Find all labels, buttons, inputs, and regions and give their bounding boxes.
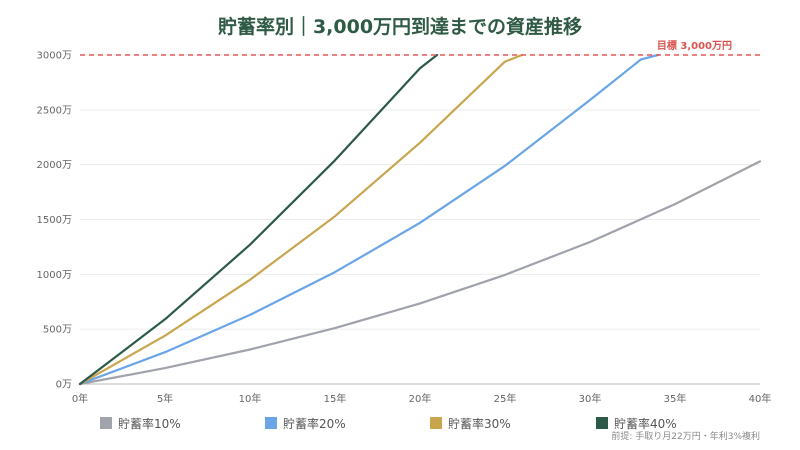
- x-tick-label: 0年: [72, 392, 88, 405]
- legend-swatch: [430, 417, 442, 429]
- series-line-4: [78, 53, 439, 386]
- x-tick-label: 30年: [579, 392, 602, 405]
- x-tick-label: 35年: [664, 392, 687, 405]
- x-tick-label: 5年: [157, 392, 173, 405]
- y-axis: 0万 500万 1000万 1500万 2000万 2500万 3000万: [37, 51, 72, 391]
- target-label: 目標 3,000万円: [657, 39, 732, 52]
- y-tick-label: 0万: [56, 380, 72, 391]
- y-tick-label: 2500万: [37, 105, 72, 116]
- x-axis: 0年 5年 10年 15年 20年 25年 30年 35年 40年: [72, 383, 772, 405]
- x-tick-label: 20年: [409, 392, 432, 405]
- legend-label: 貯蓄率30%: [448, 416, 511, 431]
- series-line-3: [78, 53, 524, 386]
- assumption-note: 前提: 手取り月22万円・年利3%複利: [611, 430, 760, 442]
- series-group: [78, 53, 762, 386]
- legend-label: 貯蓄率40%: [614, 416, 677, 431]
- legend-swatch: [596, 417, 608, 429]
- y-tick-label: 2000万: [37, 160, 72, 171]
- x-tick-label: 40年: [749, 392, 772, 405]
- x-tick-label: 10年: [239, 392, 262, 405]
- series-line-1: [78, 160, 762, 386]
- y-tick-label: 1000万: [37, 270, 72, 281]
- legend-swatch: [100, 417, 112, 429]
- x-tick-label: 15年: [324, 392, 347, 405]
- legend-label: 貯蓄率10%: [118, 416, 181, 431]
- series-line-2: [78, 53, 660, 386]
- y-tick-label: 1500万: [37, 215, 72, 226]
- chart-title: 貯蓄率別｜3,000万円到達までの資産推移: [218, 15, 582, 38]
- x-tick-label: 25年: [494, 392, 517, 405]
- legend-swatch: [265, 417, 277, 429]
- y-tick-label: 500万: [43, 325, 72, 336]
- legend-label: 貯蓄率20%: [283, 416, 346, 431]
- legend: 貯蓄率10% 貯蓄率20% 貯蓄率30% 貯蓄率40%: [100, 416, 677, 431]
- target-group: 目標 3,000万円: [80, 39, 760, 56]
- y-tick-label: 3000万: [37, 51, 72, 62]
- grid: [80, 54, 760, 385]
